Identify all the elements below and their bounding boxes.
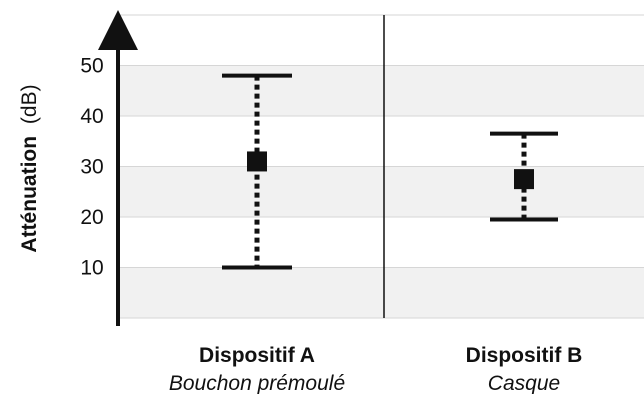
y-axis-label-unit: (dB) — [18, 84, 41, 124]
category-labels: Dispositif A Bouchon prémoulé Dispositif B… — [169, 344, 582, 394]
background-band — [118, 267, 644, 318]
category-sublabel: Casque — [488, 372, 560, 394]
y-axis-label-text: Atténuation — [18, 136, 41, 253]
mean-marker — [514, 169, 534, 190]
y-tick-label: 50 — [80, 55, 103, 78]
category-label: Dispositif B — [466, 344, 583, 367]
category-label: Dispositif A — [199, 344, 315, 367]
y-tick-label: 20 — [80, 206, 103, 229]
mean-marker — [247, 151, 267, 172]
background-band — [118, 166, 644, 217]
y-tick-label: 10 — [80, 257, 103, 280]
error-bar-group — [490, 131, 558, 222]
category-sublabel: Bouchon prémoulé — [169, 372, 345, 394]
background-bands — [118, 65, 644, 318]
y-tick-label: 30 — [80, 156, 103, 179]
background-band — [118, 65, 644, 116]
error-bar-group — [222, 73, 292, 270]
y-tick-labels: 10 20 30 40 50 — [80, 55, 103, 280]
error-bars — [222, 73, 558, 270]
gridlines — [118, 14, 644, 319]
y-tick-label: 40 — [80, 105, 103, 128]
y-axis-label: Atténuation (dB) — [18, 84, 41, 252]
